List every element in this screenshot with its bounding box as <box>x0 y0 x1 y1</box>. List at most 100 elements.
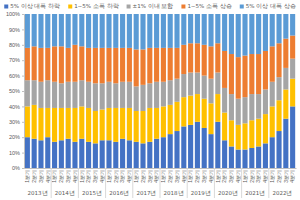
x-group-label: 2018년 <box>164 190 184 196</box>
bar-segment <box>208 79 213 104</box>
x-tick-label: 1분기 <box>24 170 30 183</box>
y-tick: 50% <box>9 88 24 94</box>
y-tick-mark <box>22 91 24 92</box>
bar-segment <box>290 14 295 36</box>
bar-segment <box>147 14 152 48</box>
plot-area: 0%10%20%30%40%50%60%70%80%90%100%1분기2분기3… <box>6 11 297 198</box>
x-tick: 2분기 <box>85 168 91 183</box>
series-bars <box>25 59 295 125</box>
x-tick: 2분기 <box>221 168 227 183</box>
x-group-divider <box>268 168 269 198</box>
y-tick-label: 30% <box>9 119 20 125</box>
bar-segment <box>134 111 139 142</box>
y-tick-label: 60% <box>9 73 20 79</box>
bar-segment <box>195 73 200 95</box>
x-tick-label: 3분기 <box>228 170 234 183</box>
bar-segment <box>174 102 179 131</box>
x-tick: 2분기 <box>140 168 146 183</box>
x-tick: 3분기 <box>147 168 153 183</box>
bar-segment <box>256 94 261 119</box>
x-tick: 2분기 <box>249 168 255 183</box>
y-tick: 70% <box>9 57 24 63</box>
bar-segment <box>106 48 111 82</box>
x-tick-label: 3분기 <box>283 170 289 183</box>
x-group-divider <box>132 168 133 198</box>
x-tick-label: 1분기 <box>160 170 166 183</box>
y-tick-mark <box>22 168 24 169</box>
x-tick: 4분기 <box>235 168 241 183</box>
bar-segment <box>168 105 173 134</box>
bar-segment <box>100 14 105 48</box>
x-tick-label: 4분기 <box>153 170 159 183</box>
bar-segment <box>38 82 43 108</box>
bar-segment <box>79 106 84 138</box>
x-tick-label: 3분기 <box>255 170 261 183</box>
x-tick: 3분기 <box>228 168 234 183</box>
bar-segment <box>106 108 111 140</box>
bar-segment <box>38 140 43 168</box>
x-tick: 1분기 <box>24 168 30 183</box>
y-tick-label: 50% <box>9 88 20 94</box>
bar-segment <box>154 82 159 108</box>
bar-segment <box>188 43 193 72</box>
x-tick: 1분기 <box>242 168 248 183</box>
x-tick: 3분기 <box>255 168 261 183</box>
bar-segment <box>283 68 288 90</box>
x-tick-label: 2분기 <box>276 170 282 183</box>
bar-segment <box>38 14 43 48</box>
bar-segment <box>168 134 173 168</box>
bar-segment <box>290 106 295 168</box>
x-tick: 3분기 <box>92 168 98 183</box>
bar-segment <box>127 48 132 82</box>
x-group-label: 2016년 <box>109 190 129 196</box>
x-tick: 2분기 <box>276 168 282 183</box>
bar-segment <box>127 82 132 108</box>
bar-segment <box>45 14 50 48</box>
bar-segment <box>154 14 159 48</box>
bar-segment <box>208 46 213 78</box>
bar-segment <box>208 14 213 46</box>
bar-segment <box>147 48 152 83</box>
bar-segment <box>263 114 268 143</box>
bar-segment <box>45 48 50 80</box>
bar-segment <box>215 43 220 72</box>
bar-segment <box>66 82 71 108</box>
bar-segment <box>100 83 105 109</box>
y-tick-label: 70% <box>9 57 20 63</box>
y-tick-mark <box>22 137 24 138</box>
x-group-label: 2017년 <box>136 190 156 196</box>
y-tick-label: 40% <box>9 104 20 110</box>
bar-segment <box>161 82 166 107</box>
x-tick-label: 2분기 <box>249 170 255 183</box>
x-tick-label: 2분기 <box>167 170 173 183</box>
bar-segment <box>32 14 37 46</box>
y-tick: 20% <box>9 134 24 140</box>
bar-segment <box>100 140 105 168</box>
x-tick-label: 1분기 <box>215 170 221 183</box>
bar-segment <box>181 45 186 74</box>
bar-segment <box>188 73 193 96</box>
y-tick-mark <box>22 14 24 15</box>
bar-segment <box>86 82 91 108</box>
series-bars <box>25 14 295 57</box>
x-tick: 2분기 <box>167 168 173 183</box>
x-tick-label: 2분기 <box>113 170 119 183</box>
y-tick-mark <box>22 153 24 154</box>
x-tick: 1분기 <box>79 168 85 183</box>
legend-item: 1~5% 소폭 하락 <box>68 3 118 9</box>
bar-segment <box>236 125 241 150</box>
bar-segment <box>229 146 234 168</box>
bar-segment <box>236 57 241 99</box>
bar-segment <box>93 83 98 111</box>
x-tick-label: 3분기 <box>65 170 71 183</box>
bar-segment <box>202 45 207 76</box>
bar-segment <box>276 14 281 43</box>
x-tick: 1분기 <box>160 168 166 183</box>
chart-svg: 0%10%20%30%40%50%60%70%80%90%100%1분기2분기3… <box>0 0 300 200</box>
series-bars <box>25 79 295 150</box>
bar-segment <box>181 97 186 126</box>
bar-segment <box>222 88 227 113</box>
x-tick: 2분기 <box>31 168 37 183</box>
bar-segment <box>195 43 200 72</box>
bar-segment <box>113 14 118 48</box>
